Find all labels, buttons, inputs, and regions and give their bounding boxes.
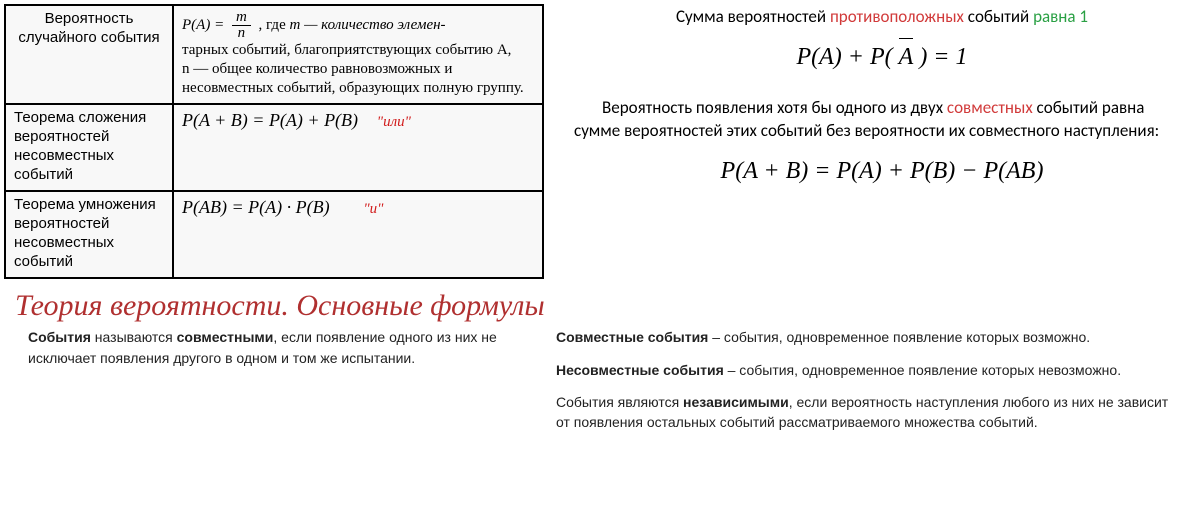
r1a: Сумма вероятностей <box>676 6 830 27</box>
defs-right: Совместные события – события, одновремен… <box>556 327 1182 444</box>
row1-label: Вероятность случайного события <box>5 5 173 104</box>
dr1a: Совместные события <box>556 329 708 345</box>
p2a: Вероятность появления хотя бы одного из … <box>602 97 947 118</box>
row2-note: "или" <box>377 114 411 130</box>
row1-line3: n — общее количество равновозможных и не… <box>182 61 524 96</box>
row2-formula: P(A + B) = P(A) + P(B) <box>182 110 358 130</box>
page: Вероятность случайного события P(A) = m … <box>0 0 1200 505</box>
right-column: Сумма вероятностей противоположных событ… <box>574 4 1190 279</box>
dr2b: – события, одновременное появление котор… <box>724 362 1121 378</box>
row1-line2: тарных событий, благоприятствующих событ… <box>182 42 511 58</box>
fraction-icon: m n <box>232 10 251 41</box>
r1b: противоположных <box>830 6 964 27</box>
row3-note: "и" <box>363 201 383 217</box>
dr2a: Несовместные события <box>556 362 724 378</box>
top-row: Вероятность случайного события P(A) = m … <box>0 0 1200 279</box>
dr3b: независимыми <box>683 394 789 410</box>
f1-PA: P(A) + P( <box>796 44 892 70</box>
defs-r-l1: Совместные события – события, одновремен… <box>556 327 1182 347</box>
defs-left: События называются совместными, если поя… <box>28 327 528 444</box>
table-row: Вероятность случайного события P(A) = m … <box>5 5 543 104</box>
formula-opposite: P(A) + P( A ) = 1 <box>574 41 1190 73</box>
joint-para: Вероятность появления хотя бы одного из … <box>574 97 1190 143</box>
table-row: Теорема сложения вероятностей несовместн… <box>5 104 543 191</box>
row2-body: P(A + B) = P(A) + P(B) "или" <box>173 104 543 191</box>
row1-after-frac: , где <box>259 17 290 33</box>
row3-label: Теорема умножения вероятностей несовмест… <box>5 191 173 278</box>
formula-joint: P(A + B) = P(A) + P(B) − P(AB) <box>574 155 1190 187</box>
row3-formula: P(AB) = P(A) · P(B) <box>182 197 330 217</box>
dr3a: События являются <box>556 394 683 410</box>
defs-r-l2: Несовместные события – события, одноврем… <box>556 360 1182 380</box>
frac-num: m <box>232 10 251 26</box>
defs-bold1: События <box>28 329 91 345</box>
f1-eq1: ) = 1 <box>919 44 967 70</box>
row1-formula-lhs: P(A) = <box>182 17 228 33</box>
dr1b: – события, одновременное появление котор… <box>708 329 1090 345</box>
row1-m-def: m — количество элемен- <box>289 17 445 33</box>
row2-label: Теорема сложения вероятностей несовместн… <box>5 104 173 191</box>
defs-bold2: совместными <box>177 329 274 345</box>
formula-table: Вероятность случайного события P(A) = m … <box>4 4 544 279</box>
frac-den: n <box>232 26 251 41</box>
row3-body: P(AB) = P(A) · P(B) "и" <box>173 191 543 278</box>
p2b: совместных <box>947 97 1033 118</box>
row1-body: P(A) = m n , где m — количество элемен- … <box>173 5 543 104</box>
overline-A-icon: A <box>899 41 914 73</box>
definitions: События называются совместными, если поя… <box>0 327 1200 444</box>
r1d: равна 1 <box>1033 6 1088 27</box>
defs-left-p: События называются совместными, если поя… <box>28 327 528 368</box>
page-title: Теория вероятности. Основные формулы <box>0 279 1200 327</box>
sum-opposite-line: Сумма вероятностей противоположных событ… <box>574 6 1190 29</box>
defs-r-l3: События являются независимыми, если веро… <box>556 392 1182 433</box>
r1c: событий <box>964 6 1033 27</box>
table-row: Теорема умножения вероятностей несовмест… <box>5 191 543 278</box>
